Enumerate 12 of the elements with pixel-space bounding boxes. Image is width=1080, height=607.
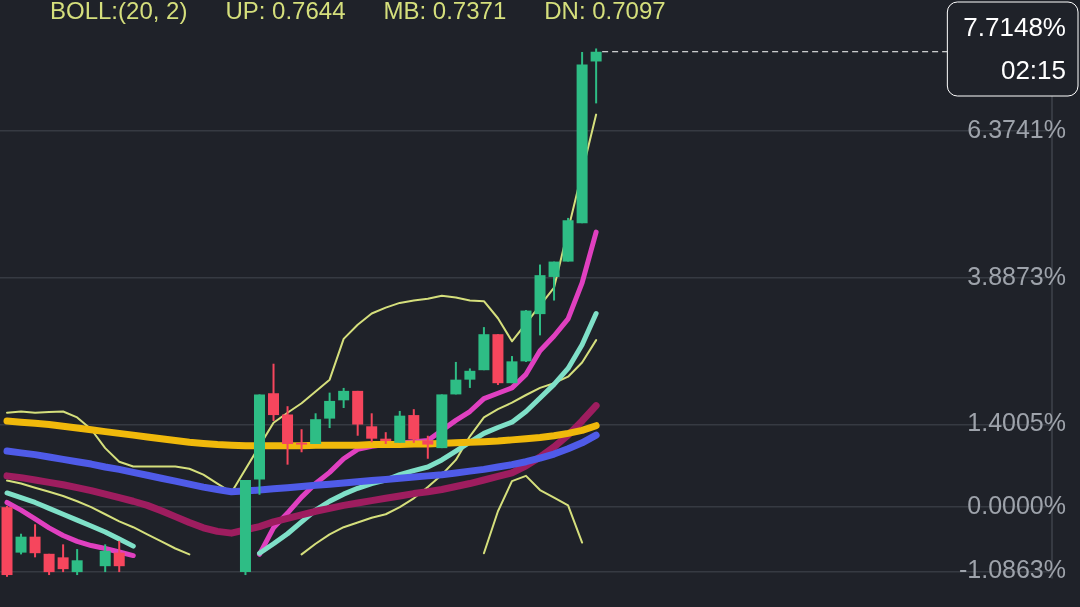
y-tick-label: 3.8873%	[967, 261, 1066, 290]
y-tick-label: 1.4005%	[967, 408, 1066, 437]
y-tick-label: -1.0863%	[958, 555, 1066, 584]
y-tick-label: 0.0000%	[967, 491, 1066, 520]
text: MB: 0.7371	[383, 0, 507, 24]
text: BOLL:(20, 2)	[50, 0, 188, 24]
text: UP: 0.7644	[225, 0, 346, 24]
y-tick-label: 6.3741%	[967, 114, 1066, 143]
candlestick	[296, 429, 308, 453]
text: DN: 0.7097	[544, 0, 666, 24]
annotation: 02:15	[1000, 55, 1066, 86]
ref-line-label: 7.7148%	[963, 12, 1066, 43]
